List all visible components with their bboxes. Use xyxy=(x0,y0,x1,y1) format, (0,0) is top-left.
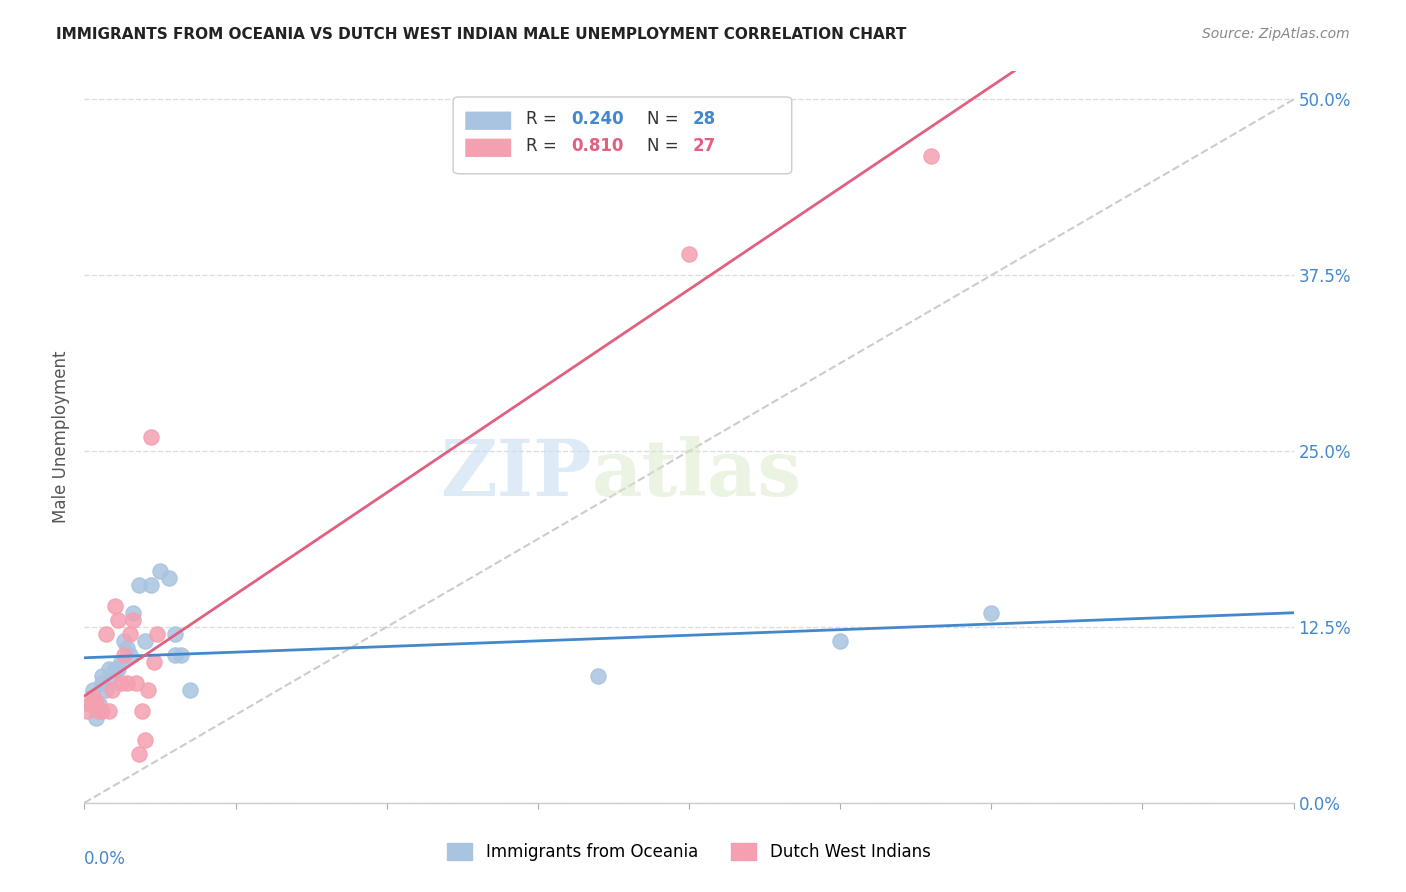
Point xyxy=(115,641,138,656)
Point xyxy=(89,705,111,719)
Point xyxy=(104,599,127,613)
Point xyxy=(91,669,114,683)
Legend: Immigrants from Oceania, Dutch West Indians: Immigrants from Oceania, Dutch West Indi… xyxy=(440,836,938,868)
Point xyxy=(125,676,148,690)
Text: 28: 28 xyxy=(693,110,716,128)
Point xyxy=(920,149,942,163)
Point xyxy=(121,606,143,620)
Point xyxy=(118,648,141,662)
Point xyxy=(142,655,165,669)
Point xyxy=(112,648,135,662)
Point xyxy=(89,698,111,712)
Point xyxy=(79,698,101,712)
Point xyxy=(86,711,108,725)
Point xyxy=(139,578,162,592)
Point xyxy=(110,676,132,690)
Point xyxy=(82,683,104,698)
Point xyxy=(76,705,98,719)
Point xyxy=(97,662,120,676)
Text: Source: ZipAtlas.com: Source: ZipAtlas.com xyxy=(1202,27,1350,41)
Point xyxy=(104,662,127,676)
Point xyxy=(100,683,122,698)
Point xyxy=(97,705,120,719)
Text: R =: R = xyxy=(526,110,557,128)
Point xyxy=(82,698,104,712)
Point xyxy=(136,683,159,698)
Point xyxy=(588,669,610,683)
Point xyxy=(128,578,150,592)
Point xyxy=(157,571,180,585)
Point xyxy=(115,676,138,690)
Point xyxy=(91,705,114,719)
Point xyxy=(179,683,201,698)
Text: 0.240: 0.240 xyxy=(572,110,624,128)
Point xyxy=(830,634,852,648)
Point xyxy=(980,606,1002,620)
Point xyxy=(91,676,114,690)
FancyBboxPatch shape xyxy=(465,112,512,130)
Point xyxy=(121,613,143,627)
FancyBboxPatch shape xyxy=(465,138,512,157)
Point xyxy=(170,648,193,662)
Point xyxy=(110,655,132,669)
Point xyxy=(107,662,129,676)
Point xyxy=(134,634,156,648)
FancyBboxPatch shape xyxy=(453,97,792,174)
Text: 27: 27 xyxy=(693,137,716,155)
Text: R =: R = xyxy=(526,137,557,155)
Point xyxy=(131,705,153,719)
Point xyxy=(128,747,150,761)
Text: N =: N = xyxy=(647,110,678,128)
Point xyxy=(82,690,104,705)
Text: ZIP: ZIP xyxy=(440,435,592,512)
Point xyxy=(139,430,162,444)
Point xyxy=(146,627,169,641)
Point xyxy=(165,648,187,662)
Point xyxy=(86,694,108,708)
Point xyxy=(134,732,156,747)
Point xyxy=(79,698,101,712)
Text: 0.810: 0.810 xyxy=(572,137,624,155)
Point xyxy=(94,627,117,641)
Text: atlas: atlas xyxy=(592,435,803,512)
Point xyxy=(118,627,141,641)
Point xyxy=(678,247,700,261)
Point xyxy=(149,564,172,578)
Point xyxy=(107,613,129,627)
Point xyxy=(94,683,117,698)
Point xyxy=(100,669,122,683)
Y-axis label: Male Unemployment: Male Unemployment xyxy=(52,351,70,524)
Text: 0.0%: 0.0% xyxy=(84,850,127,868)
Text: N =: N = xyxy=(647,137,678,155)
Point xyxy=(165,627,187,641)
Text: IMMIGRANTS FROM OCEANIA VS DUTCH WEST INDIAN MALE UNEMPLOYMENT CORRELATION CHART: IMMIGRANTS FROM OCEANIA VS DUTCH WEST IN… xyxy=(56,27,907,42)
Point xyxy=(112,634,135,648)
